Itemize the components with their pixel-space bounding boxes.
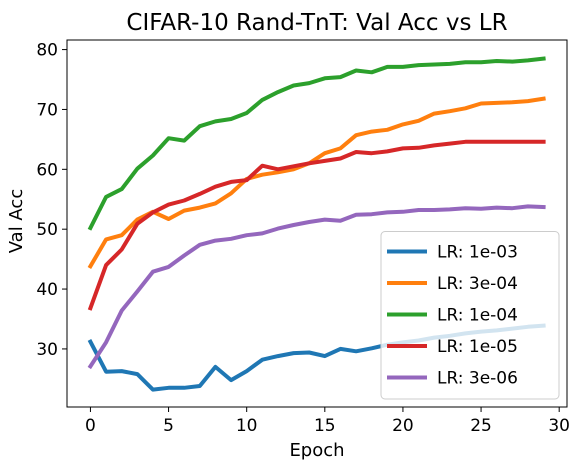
y-tick-label: 80 <box>36 41 58 61</box>
y-axis-label: Val Acc <box>6 189 27 253</box>
x-tick-label: 30 <box>548 416 570 436</box>
series-line-2 <box>87 96 546 270</box>
legend-label: LR: 3e-04 <box>437 274 518 294</box>
y-tick-label: 40 <box>36 280 58 300</box>
legend-label: LR: 1e-05 <box>437 337 518 357</box>
x-tick-label: 20 <box>392 416 414 436</box>
y-tick-label: 70 <box>36 100 58 120</box>
chart-title: CIFAR-10 Rand-TnT: Val Acc vs LR <box>126 10 507 36</box>
x-tick-label: 10 <box>236 416 258 436</box>
legend-label: LR: 1e-04 <box>437 306 518 326</box>
x-tick-label: 25 <box>470 416 492 436</box>
x-tick-label: 15 <box>314 416 336 436</box>
legend-label: LR: 1e-03 <box>437 243 518 263</box>
x-tick-label: 0 <box>85 416 96 436</box>
series-line-5 <box>87 204 546 370</box>
legend-box <box>380 231 560 400</box>
y-tick-label: 50 <box>36 220 58 240</box>
axes-frame <box>66 39 568 408</box>
x-axis-label: Epoch <box>289 440 344 461</box>
x-tick-label: 5 <box>163 416 174 436</box>
y-tick-label: 60 <box>36 160 58 180</box>
y-tick-label: 30 <box>36 340 58 360</box>
legend: LR: 1e-03 LR: 3e-04 LR: 1e-04 LR: 1e-05 LR: … <box>380 231 560 400</box>
legend-label: LR: 3e-06 <box>437 369 518 389</box>
series-line-3 <box>87 56 546 231</box>
series-line-4 <box>87 139 546 311</box>
axis-ticks: 0 5 10 15 20 25 30 30 40 50 60 70 80 <box>36 41 570 436</box>
